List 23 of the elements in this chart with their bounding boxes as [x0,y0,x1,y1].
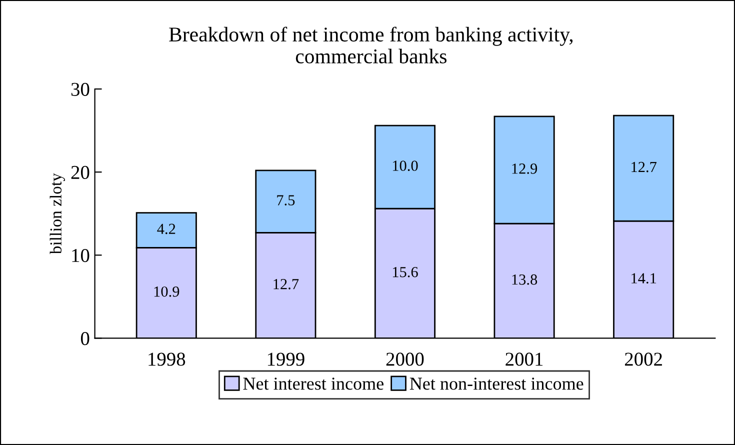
data-label: 15.6 [392,266,418,278]
data-label: 12.9 [512,164,538,174]
legend-label: Net interest income [243,378,384,390]
x-tick-label: 2000 [386,352,424,366]
y-tick-label: 0 [80,332,90,346]
data-label: 12.7 [632,162,657,172]
data-label: 4.2 [157,224,176,234]
data-label: 7.5 [277,195,295,206]
legend-label: Net non-interest income [410,378,584,390]
y-axis-title: billion zloty [50,173,65,254]
x-tick-label: 1999 [268,352,304,366]
y-tick-label: 10 [72,248,90,262]
data-label: 13.8 [512,274,538,285]
y-tick-label: 20 [71,166,90,180]
chart-title: Breakdown of net income from banking activity, commercial banks [169,26,573,64]
data-label: 12.7 [274,279,299,290]
data-label: 14.1 [632,273,656,284]
x-tick-label: 1998 [148,352,186,366]
x-tick-label: 2002 [624,352,662,366]
y-tick-label: 30 [71,82,90,96]
x-tick-label: 2001 [506,352,543,366]
data-label: 10.9 [154,286,180,297]
data-label: 10.0 [392,160,418,171]
